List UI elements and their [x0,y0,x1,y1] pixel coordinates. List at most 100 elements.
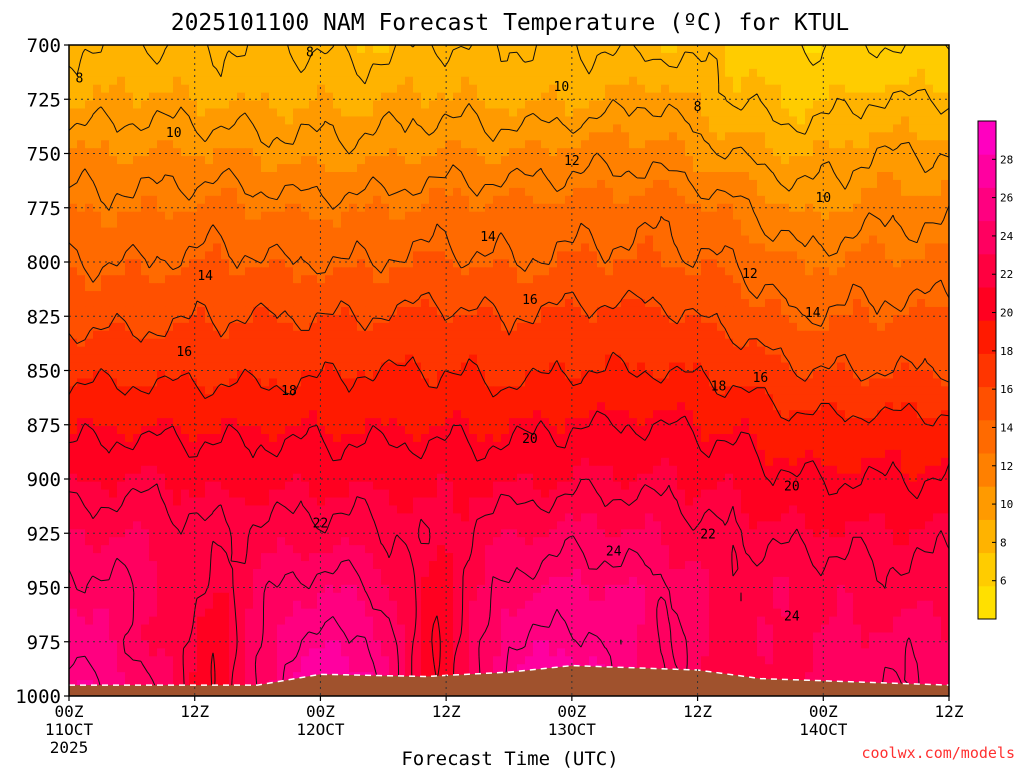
field-cell [605,156,614,165]
field-cell [565,100,574,110]
field-cell [573,322,582,332]
field-cell [405,172,414,181]
field-cell [253,172,262,181]
field-cell [853,45,862,54]
field-cell [605,92,614,102]
field-cell [717,251,726,260]
field-cell [701,195,710,205]
field-cell [797,172,806,181]
field-cell [117,291,126,300]
field-cell [661,140,670,149]
field-cell [517,52,526,62]
field-cell [501,195,510,205]
field-cell [341,45,350,54]
field-cell [653,195,662,205]
field-cell [581,235,590,245]
field-cell [357,251,366,260]
field-cell [541,60,550,70]
field-cell [829,164,838,173]
field-cell [181,132,190,141]
field-cell [309,100,318,110]
field-cell [677,116,686,125]
field-cell [725,227,734,237]
field-cell [629,148,638,157]
field-cell [341,187,350,197]
field-cell [685,92,694,102]
field-cell [613,306,622,316]
field-cell [277,275,286,284]
field-cell [773,148,782,157]
field-cell [301,386,310,395]
field-cell [109,108,118,118]
field-cell [237,314,246,324]
field-cell [333,314,342,324]
field-cell [925,100,934,110]
field-cell [693,243,702,253]
field-cell [589,92,598,102]
field-cell [181,338,190,348]
field-cell [285,354,294,364]
field-cell [757,322,766,332]
field-cell [485,283,494,292]
field-cell [581,330,590,340]
field-cell [797,330,806,340]
field-cell [253,116,262,125]
field-cell [301,100,310,110]
field-cell [829,394,838,403]
field-cell [381,283,390,292]
field-cell [445,283,454,292]
field-cell [325,402,334,411]
field-cell [845,267,854,276]
field-cell [421,108,430,118]
field-cell [677,92,686,102]
field-cell [101,124,110,133]
field-cell [349,187,358,197]
field-cell [181,227,190,237]
field-cell [877,346,886,356]
field-cell [877,283,886,292]
field-cell [709,84,718,94]
field-cell [589,116,598,125]
field-cell [805,195,814,205]
field-cell [285,219,294,229]
field-cell [749,124,758,133]
field-cell [229,52,238,62]
field-cell [333,346,342,356]
field-cell [325,132,334,141]
field-cell [605,362,614,372]
field-cell [93,346,102,356]
field-cell [421,219,430,229]
field-cell [125,394,134,403]
field-cell [661,164,670,173]
field-cell [181,346,190,356]
field-cell [765,84,774,94]
field-cell [861,140,870,149]
field-cell [509,378,518,387]
field-cell [205,52,214,62]
field-cell [261,402,270,411]
field-cell [797,322,806,332]
field-cell [77,227,86,237]
field-cell [237,148,246,157]
field-cell [229,354,238,364]
field-cell [517,132,526,141]
field-cell [421,370,430,380]
field-cell [357,259,366,268]
field-cell [405,346,414,356]
field-cell [573,338,582,348]
field-cell [717,306,726,316]
field-cell [197,346,206,356]
field-cell [677,394,686,403]
field-cell [477,172,486,181]
field-cell [157,322,166,332]
field-cell [349,362,358,372]
field-cell [173,84,182,94]
field-cell [213,338,222,348]
field-cell [213,306,222,316]
field-cell [717,172,726,181]
field-cell [909,164,918,173]
field-cell [125,108,134,118]
field-cell [141,219,150,229]
field-cell [797,314,806,324]
field-cell [477,243,486,253]
